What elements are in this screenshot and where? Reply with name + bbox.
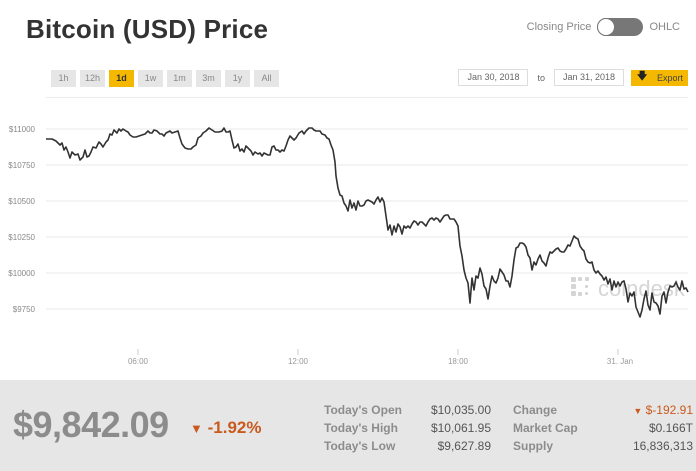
range-3m-button[interactable]: 3m [196, 70, 221, 87]
x-axis-ticks [137, 349, 619, 355]
stat-label: Change [513, 403, 558, 417]
stat-row: Today's Open $10,035.00 Change ▼ $-192.9… [324, 401, 693, 419]
y-tick: $10250 [8, 233, 35, 242]
y-tick: $10000 [8, 269, 35, 278]
toggle-knob [597, 18, 616, 36]
to-label: to [537, 72, 545, 83]
x-tick: 18:00 [448, 357, 469, 366]
y-tick: $10750 [8, 161, 35, 170]
stat-row: Today's High $10,061.95 Market Cap $0.16… [324, 419, 693, 437]
stat-label: Today's Open [324, 403, 402, 417]
down-arrow-icon: ▼ [190, 421, 203, 436]
stats-table: Today's Open $10,035.00 Change ▼ $-192.9… [324, 401, 693, 455]
x-tick: 12:00 [288, 357, 309, 366]
price-summary-footer: $9,842.09 ▼ -1.92% Today's Open $10,035.… [0, 380, 696, 471]
page-title: Bitcoin (USD) Price [26, 14, 269, 44]
x-tick: 31. Jan [607, 357, 633, 366]
export-button[interactable]: 🡇 Export [631, 69, 688, 86]
change-percent-value: -1.92% [207, 418, 262, 437]
y-axis-labels: $11000 $10750 $10500 $10250 $10000 $9750 [8, 125, 35, 314]
stat-value-change: ▼ $-192.91 [605, 401, 693, 419]
grid-lines [46, 128, 688, 310]
coindesk-logo-icon [571, 277, 589, 296]
header-divider [46, 97, 688, 98]
y-tick: $9750 [13, 305, 36, 314]
download-arrow-icon: 🡇 [637, 71, 648, 82]
stat-value: $0.166T [648, 421, 693, 435]
stat-value: 16,836,313 [632, 439, 693, 453]
price-line [46, 127, 689, 318]
range-1h-button[interactable]: 1h [51, 70, 76, 87]
range-1d-button[interactable]: 1d [109, 70, 134, 87]
closing-price-label: Closing Price [526, 21, 592, 33]
down-arrow-icon: ▼ [633, 406, 643, 416]
change-value: $-192.91 [645, 403, 693, 417]
stat-label: Supply [513, 439, 554, 453]
date-to-input[interactable]: Jan 31, 2018 [554, 69, 624, 86]
price-change-percent: ▼ -1.92% [190, 418, 261, 438]
stat-label: Today's Low [324, 439, 396, 453]
range-1m-button[interactable]: 1m [167, 70, 192, 87]
date-range: Jan 30, 2018 to Jan 31, 2018 🡇 Export [458, 69, 688, 86]
stat-value: $10,035.00 [430, 403, 491, 417]
ohlc-label: OHLC [649, 21, 680, 33]
stat-label: Today's High [324, 421, 398, 435]
y-tick: $10500 [8, 197, 35, 206]
stat-row: Today's Low $9,627.89 Supply 16,836,313 [324, 437, 693, 455]
time-range-selector: 1h 12h 1d 1w 1m 3m 1y All [51, 70, 279, 87]
range-12h-button[interactable]: 12h [80, 70, 105, 87]
x-tick: 06:00 [128, 357, 149, 366]
price-mode-toggle[interactable] [597, 18, 644, 36]
date-from-input[interactable]: Jan 30, 2018 [458, 69, 529, 86]
x-axis-labels: 06:00 12:00 18:00 31. Jan [128, 357, 633, 366]
range-1y-button[interactable]: 1y [225, 70, 250, 87]
stat-value: $10,061.95 [430, 421, 491, 435]
price-mode-toggle-group: Closing Price OHLC [527, 18, 680, 36]
stat-label: Market Cap [513, 421, 578, 435]
y-tick: $11000 [9, 125, 36, 134]
range-all-button[interactable]: All [254, 70, 279, 87]
current-price: $9,842.09 [13, 404, 169, 445]
coindesk-watermark: coindesk [571, 276, 686, 301]
price-chart[interactable]: $11000 $10750 $10500 $10250 $10000 $9750… [0, 100, 696, 380]
export-label: Export [656, 72, 683, 83]
stat-value: $9,627.89 [437, 439, 491, 453]
range-1w-button[interactable]: 1w [138, 70, 163, 87]
